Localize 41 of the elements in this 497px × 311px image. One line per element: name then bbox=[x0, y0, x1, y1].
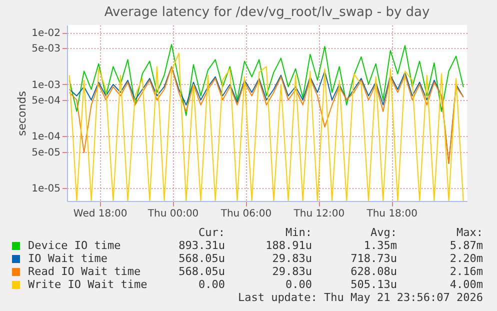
line-series bbox=[68, 52, 464, 201]
text: 505.13u bbox=[350, 278, 397, 291]
text: 29.83u bbox=[271, 252, 312, 265]
x-tick-label: Wed 18:00 bbox=[73, 208, 128, 220]
text: Cur: bbox=[198, 226, 225, 239]
x-tick-label: Thu 06:00 bbox=[220, 208, 272, 220]
text: Max: bbox=[456, 226, 483, 239]
text: Avg: bbox=[370, 226, 397, 239]
text: 188.91u bbox=[264, 239, 312, 252]
y-tick-label: 1e-02 bbox=[32, 28, 60, 40]
y-tick-label: 1e-03 bbox=[32, 80, 60, 91]
y-tick-label: 5e-04 bbox=[32, 95, 60, 106]
text: 718.73u bbox=[350, 252, 397, 265]
text: 4.00m bbox=[448, 278, 483, 291]
text: 628.08u bbox=[350, 265, 397, 278]
x-tick-label: Thu 00:00 bbox=[146, 208, 199, 220]
text: 1.35m bbox=[362, 239, 397, 252]
text: 2.16m bbox=[448, 265, 483, 278]
line-series bbox=[68, 44, 464, 116]
text: 5.87m bbox=[448, 239, 483, 252]
legend-label: Write IO Wait time bbox=[27, 278, 148, 291]
text: 0.00 bbox=[284, 278, 312, 291]
y-tick-label: 1e-04 bbox=[32, 132, 60, 143]
y-axis-title: seconds bbox=[16, 90, 29, 136]
text: 893.31u bbox=[178, 239, 225, 252]
chart-title: Average latency for /dev/vg_root/lv_swap - by day bbox=[104, 5, 430, 20]
y-tick-label: 5e-03 bbox=[32, 44, 60, 55]
text: Last update: Thu May 21 23:56:07 2026 bbox=[236, 291, 483, 304]
text: Min: bbox=[284, 226, 312, 239]
x-tick-label: Thu 18:00 bbox=[366, 208, 418, 220]
text: 568.05u bbox=[178, 265, 225, 278]
legend-label: Device IO time bbox=[27, 239, 122, 252]
legend-label: IO Wait time bbox=[27, 252, 108, 265]
text: 2.20m bbox=[448, 252, 483, 265]
legend-label: Read IO Wait time bbox=[27, 265, 142, 278]
text: 29.83u bbox=[271, 265, 312, 278]
x-tick-label: Thu 12:00 bbox=[292, 208, 345, 220]
y-tick-label: 1e-05 bbox=[32, 183, 60, 194]
text: 568.05u bbox=[178, 252, 225, 265]
text: 0.00 bbox=[198, 278, 225, 291]
y-tick-label: 5e-05 bbox=[32, 147, 60, 158]
